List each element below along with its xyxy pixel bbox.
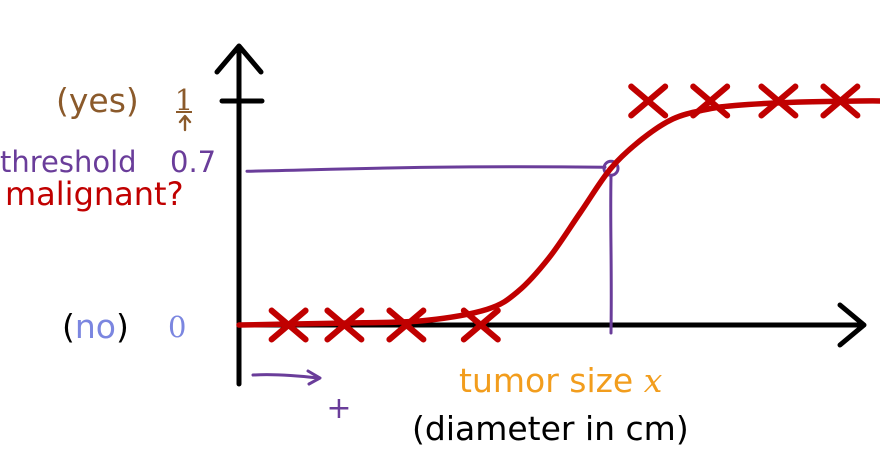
no-open-paren: ( — [62, 307, 75, 346]
data-point-x-marker — [628, 83, 669, 119]
plus-label: + — [326, 391, 351, 426]
no-label: (no) — [62, 307, 129, 346]
up-arrow-icon — [178, 114, 192, 132]
x-marker-stroke — [758, 83, 799, 119]
threshold-point-marker — [602, 159, 620, 177]
x-marker-stroke — [324, 307, 365, 343]
sigmoid-curve — [236, 98, 880, 328]
threshold-guides — [245, 159, 620, 335]
data-point-x-marker — [324, 307, 365, 343]
no-close-paren: ) — [116, 307, 129, 346]
data-point-x-marker — [268, 307, 309, 343]
x-marker-stroke — [386, 307, 427, 343]
y-axis-arrowhead — [214, 43, 264, 75]
yes-value-label: 1 — [175, 83, 193, 117]
threshold-value-label: 0.7 — [170, 145, 216, 179]
malignant-label: malignant? — [5, 175, 184, 213]
no-value-label: 0 — [168, 310, 186, 344]
data-point-x-marker — [460, 307, 501, 343]
hand-arrow-icon — [251, 373, 320, 380]
axes — [214, 43, 867, 387]
x-marker-stroke — [460, 307, 501, 343]
data-point-x-marker — [758, 83, 799, 119]
threshold-horizontal-line — [245, 165, 607, 173]
data-point-x-marker — [386, 307, 427, 343]
data-point-x-marker — [820, 83, 861, 119]
yes-prefix-label: (yes) — [56, 81, 139, 120]
hand-arrowhead-icon — [306, 369, 322, 386]
data-point-x-marker — [690, 83, 731, 119]
diameter-label: (diameter in cm) — [412, 409, 689, 448]
x-marker-stroke — [268, 307, 309, 343]
markers — [268, 83, 861, 343]
x-axis-arrowhead — [837, 302, 867, 348]
x-marker-stroke — [820, 83, 861, 119]
tumor-size-label: tumor size x — [459, 361, 663, 400]
hand-annotations: + — [251, 369, 352, 426]
no-word: no — [75, 307, 116, 346]
threshold-word-label: threshold — [0, 145, 137, 179]
threshold-vertical-line — [609, 174, 613, 335]
sigmoid-curve-group — [236, 98, 880, 328]
x-marker-stroke — [628, 83, 669, 119]
tumor-size-variable: x — [644, 361, 663, 400]
x-marker-stroke — [690, 83, 731, 119]
tumor-size-text: tumor size — [459, 361, 644, 400]
